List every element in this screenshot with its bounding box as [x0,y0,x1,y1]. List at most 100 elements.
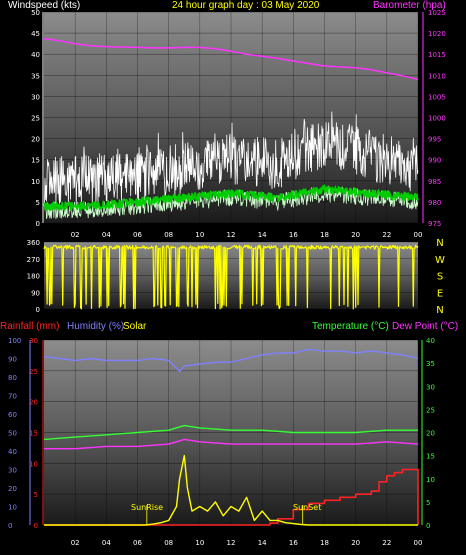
temperature-y-tick-label: 10 [426,476,435,484]
temperature-label: Temperature (°C) [312,321,389,332]
wind-y-tick-label: 0 [36,220,40,228]
sunset-label: SunSet [293,503,321,512]
wind-y-tick-label: 10 [31,178,40,186]
wind-y-tick-label: 5 [36,199,40,207]
compass-label: E [437,288,443,299]
temp-x-tick-label: 02 [71,539,80,547]
windspeed-gust-series [43,111,419,207]
temp-x-tick-label: 14 [258,539,267,547]
humidity-y-tick-label: 50 [8,430,17,438]
humidity-y-tick-label: 80 [8,374,17,382]
direction-y-tick-label: 180 [27,273,40,281]
compass-label: N [436,305,443,316]
barometer-y-tick-label: 1005 [428,93,446,101]
wind-x-tick-label: 10 [195,231,204,239]
wind-x-tick-label: 12 [227,231,236,239]
wind-x-tick-label: 02 [71,231,80,239]
humidity-y-tick-label: 90 [8,356,17,364]
compass-label: S [437,272,443,283]
windspeed-low-series [43,185,419,220]
rainfall-y-tick-label: 30 [29,337,38,345]
temperature-series [43,424,418,441]
humidity-y-tick-label: 0 [8,522,12,530]
temperature-y-tick-label: 20 [426,430,435,438]
wind-y-tick-label: 50 [31,9,40,17]
wind-x-tick-label: 08 [164,231,173,239]
wind-y-tick-label: 15 [31,157,40,165]
barometer-y-tick-label: 975 [428,220,441,228]
temp-x-tick-label: 12 [227,539,236,547]
wind-y-tick-label: 45 [31,30,40,38]
rainfall-y-tick-label: 0 [34,522,38,530]
page-title: 24 hour graph day : 03 May 2020 [172,0,320,11]
temp-x-tick-label: 06 [133,539,142,547]
temperature-y-tick-label: 40 [426,337,435,345]
humidity-y-tick-label: 70 [8,393,17,401]
rainfall-y-tick-label: 15 [29,430,38,438]
barometer-y-tick-label: 985 [428,178,441,186]
sunrise-label: SunRise [131,503,163,512]
temp-x-tick-label: 18 [320,539,329,547]
barometer-label: Barometer (hpa) [373,0,446,11]
barometer-y-tick-label: 990 [428,157,441,165]
humidity-y-tick-label: 40 [8,448,17,456]
wind-x-tick-label: 22 [382,231,391,239]
wind-y-tick-label: 40 [31,51,40,59]
direction-series [43,244,419,310]
temperature-y-tick-label: 25 [426,406,435,414]
wind-x-tick-label: 18 [320,231,329,239]
wind-y-tick-label: 20 [31,136,40,144]
temperature-y-tick-label: 15 [426,453,435,461]
direction-y-tick-label: 360 [27,239,40,247]
temp-x-tick-label: 04 [102,539,111,547]
compass-label: N [436,238,443,249]
temperature-y-tick-label: 0 [426,522,430,530]
temp-x-tick-label: 10 [195,539,204,547]
temp-x-tick-label: 16 [289,539,298,547]
temperature-y-tick-label: 35 [426,360,435,368]
rainfall-label: Rainfall (mm) [0,321,60,332]
barometer-y-tick-label: 1000 [428,115,446,123]
temp-x-tick-label: 08 [164,539,173,547]
rainfall-y-tick-label: 5 [34,491,38,499]
temp-x-tick-label: 20 [351,539,360,547]
wind-x-tick-label: 00 [414,231,423,239]
wind-x-tick-label: 04 [102,231,111,239]
barometer-y-tick-label: 1020 [428,30,446,38]
dewpoint-series [44,438,419,450]
humidity-y-tick-label: 10 [8,504,17,512]
wind-x-tick-label: 14 [258,231,267,239]
temp-x-tick-label: 00 [414,539,423,547]
barometer-y-tick-label: 980 [428,199,441,207]
rainfall-y-tick-label: 10 [29,460,38,468]
solar-label: Solar [123,321,147,332]
wind-y-tick-label: 35 [31,72,40,80]
humidity-y-tick-label: 30 [8,467,17,475]
temp-x-tick-label: 22 [382,539,391,547]
humidity-series [43,348,419,373]
barometer-y-tick-label: 1010 [428,72,446,80]
temperature-y-tick-label: 5 [426,499,430,507]
direction-y-tick-label: 90 [31,289,40,297]
direction-y-tick-label: 270 [27,256,40,264]
barometer-y-tick-label: 1025 [428,9,446,17]
wind-x-tick-label: 06 [133,231,142,239]
barometer-y-tick-label: 995 [428,136,441,144]
humidity-y-tick-label: 20 [8,485,17,493]
wind-y-tick-label: 30 [31,93,40,101]
temperature-y-tick-label: 30 [426,383,435,391]
direction-y-tick-label: 0 [36,306,40,314]
humidity-y-tick-label: 100 [8,337,21,345]
wind-y-tick-label: 25 [31,115,40,123]
barometer-y-tick-label: 1015 [428,51,446,59]
barometer-series [43,37,419,81]
windspeed-average-series [43,184,419,212]
windspeed-label: Windspeed (kts) [8,0,81,11]
solar-series [44,454,418,526]
wind-x-tick-label: 16 [289,231,298,239]
rainfall-y-tick-label: 25 [29,368,38,376]
dewpoint-label: Dew Point (°C) [392,321,459,332]
humidity-y-tick-label: 60 [8,411,17,419]
